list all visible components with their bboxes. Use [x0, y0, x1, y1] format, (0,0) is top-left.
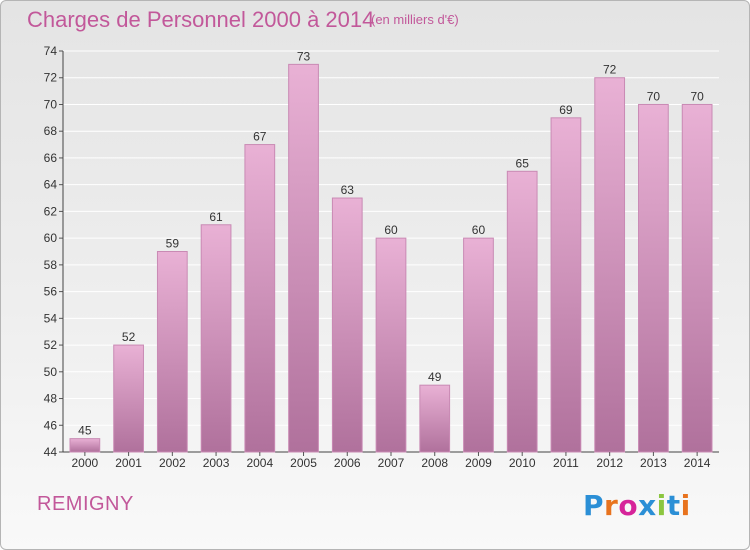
data-label: 67: [253, 130, 267, 144]
x-tick-label: 2002: [159, 456, 186, 470]
data-label: 60: [384, 223, 398, 237]
commune-name: REMIGNY: [37, 493, 134, 515]
data-label: 72: [603, 63, 617, 77]
bar: [594, 77, 626, 453]
y-tick-label: 44: [44, 445, 58, 459]
data-label: 73: [297, 49, 311, 63]
bar: [113, 344, 144, 453]
data-label: 69: [559, 103, 573, 117]
bar: [288, 63, 319, 453]
data-label: 49: [428, 370, 442, 384]
y-tick-label: 56: [44, 285, 58, 299]
data-label: 70: [647, 89, 661, 103]
x-tick-label: 2005: [290, 456, 317, 470]
data-label: 45: [78, 424, 92, 438]
logo-letter: r: [604, 489, 619, 522]
x-tick-label: 2011: [553, 456, 579, 470]
bar: [638, 103, 669, 453]
bar: [463, 237, 494, 453]
bar: [419, 384, 451, 453]
x-tick-label: 2009: [465, 456, 492, 470]
y-tick-label: 48: [44, 392, 58, 406]
data-label: 60: [472, 223, 486, 237]
y-tick-label: 46: [44, 418, 58, 432]
x-tick-label: 2006: [334, 456, 361, 470]
data-label: 61: [209, 210, 223, 224]
x-tick-label: 2012: [596, 456, 623, 470]
x-tick-label: 2004: [246, 456, 273, 470]
logo-letter: o: [618, 489, 639, 522]
x-tick-label: 2010: [509, 456, 536, 470]
bar: [244, 144, 276, 453]
y-tick-label: 72: [44, 71, 58, 85]
x-tick-label: 2008: [421, 456, 448, 470]
proxiti-logo[interactable]: Proxiti: [583, 489, 691, 522]
y-tick-label: 68: [44, 124, 58, 138]
x-tick-label: 2001: [115, 456, 142, 470]
x-tick-label: 2003: [203, 456, 230, 470]
y-tick-label: 52: [44, 338, 58, 352]
data-label: 65: [516, 156, 530, 170]
bar: [550, 117, 582, 453]
bar: [506, 170, 538, 453]
data-label: 70: [690, 89, 704, 103]
data-label: 63: [341, 183, 355, 197]
bar: [69, 438, 101, 453]
y-tick-label: 62: [44, 204, 58, 218]
y-tick-label: 58: [44, 258, 58, 272]
logo-letter: P: [583, 489, 605, 522]
y-tick-label: 64: [44, 178, 58, 192]
data-label: 59: [166, 237, 180, 251]
x-tick-label: 2000: [72, 456, 99, 470]
logo-letter: i: [680, 489, 691, 522]
bar: [200, 224, 232, 453]
data-label: 52: [122, 330, 136, 344]
chart-title: Charges de Personnel 2000 à 2014: [27, 7, 375, 32]
y-tick-label: 54: [44, 311, 58, 325]
chart-subtitle: (en milliers d'€): [371, 12, 459, 27]
logo-letter: x: [638, 489, 657, 522]
logo-letter: i: [656, 489, 667, 522]
y-tick-label: 60: [44, 231, 58, 245]
y-tick-label: 74: [44, 44, 58, 58]
bar: [331, 197, 363, 453]
y-tick-label: 70: [44, 97, 58, 111]
x-tick-label: 2013: [640, 456, 667, 470]
bar: [375, 237, 407, 453]
x-tick-label: 2014: [684, 456, 711, 470]
y-tick-label: 66: [44, 151, 58, 165]
bar: [681, 103, 713, 453]
y-tick-label: 50: [44, 365, 58, 379]
logo-letter: t: [666, 489, 681, 522]
x-tick-label: 2007: [378, 456, 405, 470]
bar: [156, 251, 188, 453]
